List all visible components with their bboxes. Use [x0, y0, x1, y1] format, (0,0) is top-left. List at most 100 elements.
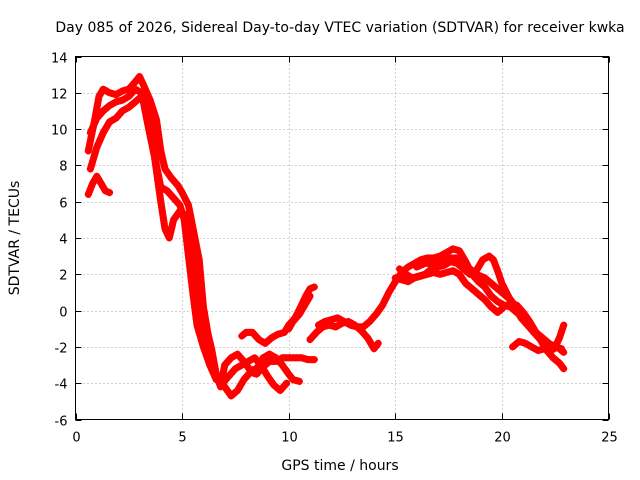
data-point: [290, 318, 296, 325]
data-point: [132, 78, 139, 85]
data-point: [560, 349, 567, 356]
y-tick-label: 10: [51, 124, 68, 139]
data-point: [494, 309, 501, 316]
data-point: [398, 276, 405, 283]
data-point: [481, 296, 488, 303]
data-point: [249, 329, 256, 336]
data-point: [168, 175, 175, 182]
data-point: [437, 253, 444, 260]
data-point: [113, 115, 119, 122]
x-tick-label: 25: [601, 431, 618, 446]
data-point: [162, 225, 168, 232]
data-point: [547, 347, 554, 354]
data-point: [100, 86, 107, 93]
y-tick-label: -6: [55, 415, 68, 430]
data-point: [232, 365, 239, 372]
data-point: [238, 333, 245, 339]
data-point: [507, 296, 514, 303]
data-point: [179, 189, 186, 196]
chart-title: Day 085 of 2026, Sidereal Day-to-day VTE…: [55, 20, 624, 36]
x-tick-label: 0: [72, 431, 80, 446]
data-point: [498, 280, 505, 287]
data-point: [302, 300, 309, 307]
data-point: [509, 343, 516, 350]
data-point: [526, 318, 533, 325]
data-point: [228, 354, 235, 361]
y-tick-label: 14: [51, 52, 68, 67]
data-point: [213, 376, 220, 383]
data-point: [270, 382, 277, 388]
data-point: [311, 284, 318, 290]
data-point: [379, 302, 386, 309]
data-point: [539, 338, 546, 345]
data-point: [136, 73, 143, 80]
data-point: [170, 216, 177, 223]
data-point: [298, 354, 305, 361]
data-point: [375, 340, 382, 347]
data-point: [260, 354, 267, 361]
data-point: [177, 202, 183, 209]
data-point: [238, 362, 245, 369]
data-point: [328, 316, 335, 323]
data-point: [98, 180, 105, 187]
data-point: [279, 362, 286, 369]
data-point: [87, 129, 94, 136]
y-tick-label: 0: [59, 306, 67, 321]
data-point: [149, 133, 156, 140]
y-tick-label: -4: [55, 378, 68, 393]
data-point: [449, 245, 456, 252]
data-point: [253, 371, 260, 378]
data-point: [447, 255, 454, 261]
y-tick-label: 2: [59, 269, 67, 284]
x-axis-label: GPS time / hours: [281, 458, 398, 474]
series-track-1: [84, 172, 114, 198]
data-point: [206, 362, 213, 369]
data-point: [533, 329, 539, 336]
data-point: [475, 278, 482, 285]
data-point: [550, 354, 557, 361]
data-point: [226, 372, 232, 379]
data-point: [285, 371, 292, 378]
data-point: [93, 115, 100, 122]
data-point: [411, 274, 418, 281]
data-point: [456, 255, 463, 261]
data-point: [304, 356, 311, 363]
data-point: [430, 269, 437, 276]
data-point: [334, 314, 341, 321]
x-tick-label: 5: [178, 431, 186, 446]
series-track-10: [391, 267, 568, 351]
data-point: [456, 247, 463, 254]
data-point: [113, 91, 119, 98]
data-point: [473, 271, 480, 278]
data-point: [443, 249, 450, 256]
data-point: [285, 354, 292, 361]
x-tick-label: 10: [281, 431, 298, 446]
data-point: [311, 356, 318, 363]
data-point: [554, 343, 561, 350]
data-point: [162, 166, 168, 172]
data-point: [522, 340, 529, 347]
data-point: [488, 293, 495, 300]
data-point: [132, 86, 139, 93]
plot-frame: [75, 56, 609, 420]
data-point: [353, 323, 360, 330]
data-point: [430, 255, 437, 261]
data-point: [221, 362, 228, 369]
series-track-5: [238, 283, 318, 347]
data-point: [371, 345, 377, 352]
data-point: [268, 334, 275, 341]
data-point: [113, 98, 119, 105]
data-point: [185, 253, 192, 260]
series-markers: [396, 252, 568, 373]
data-point: [437, 271, 444, 278]
data-point: [283, 380, 290, 387]
data-point: [462, 280, 469, 287]
data-point: [240, 376, 247, 383]
data-point: [307, 293, 313, 300]
data-point: [481, 274, 488, 281]
data-point: [138, 93, 145, 100]
data-point: [430, 260, 437, 267]
data-point: [315, 322, 322, 329]
data-point: [385, 289, 392, 296]
data-point: [174, 182, 181, 189]
